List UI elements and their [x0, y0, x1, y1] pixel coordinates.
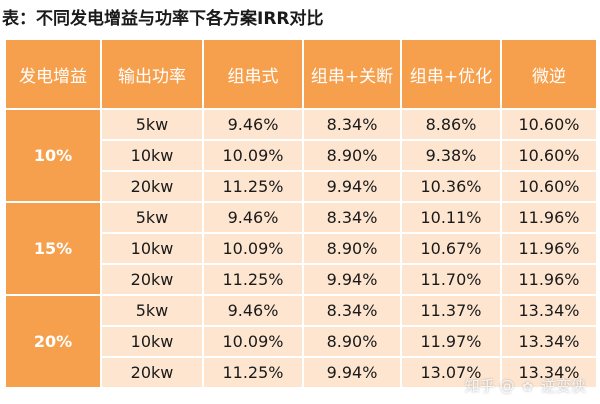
table-row: 20kw 11.25% 9.94% 13.07% 13.34%: [5, 356, 598, 389]
irr-cell: 9.94%: [302, 170, 402, 203]
gain-cell: 10%: [4, 108, 102, 203]
gain-cell: 15%: [4, 201, 102, 296]
power-cell: 10kw: [100, 139, 204, 172]
power-cell: 5kw: [100, 294, 204, 327]
irr-cell: 8.90%: [302, 232, 402, 265]
table-row: 20kw 11.25% 9.94% 11.70% 11.96%: [5, 263, 598, 296]
power-cell: 10kw: [100, 325, 204, 358]
irr-cell: 8.34%: [302, 201, 402, 234]
header-microinverter: 微逆: [500, 38, 598, 110]
irr-cell: 10.09%: [202, 325, 304, 358]
watermark: 知乎 @ ✿ 逆变侠: [465, 375, 586, 396]
irr-cell: 11.37%: [400, 294, 502, 327]
table-row: 10kw 10.09% 8.90% 9.38% 10.60%: [5, 139, 598, 172]
power-cell: 20kw: [100, 170, 204, 203]
gain-cell: 20%: [4, 294, 102, 389]
header-string: 组串式: [202, 38, 304, 110]
table-row: 15% 5kw 9.46% 8.34% 10.11% 11.96%: [4, 201, 598, 296]
irr-cell: 11.97%: [400, 325, 502, 358]
header-power: 输出功率: [100, 38, 204, 110]
power-cell: 20kw: [100, 356, 204, 389]
watermark-author: 逆变侠: [540, 377, 586, 395]
power-cell: 5kw: [100, 201, 204, 234]
table-row: 10kw 10.09% 8.90% 10.67% 11.96%: [5, 232, 598, 265]
table-caption: 表：不同发电增益与功率下各方案IRR对比: [2, 9, 324, 29]
table-row: 10% 5kw 9.46% 8.34% 8.86% 10.60%: [4, 108, 598, 203]
irr-cell: 10.67%: [400, 232, 502, 265]
irr-cell: 8.90%: [302, 325, 402, 358]
irr-cell: 11.96%: [500, 201, 598, 234]
irr-cell: 13.34%: [500, 325, 598, 358]
irr-cell: 10.60%: [500, 139, 598, 172]
irr-cell: 13.07%: [400, 356, 502, 389]
power-cell: 20kw: [100, 263, 204, 296]
irr-cell: 9.46%: [202, 108, 304, 141]
irr-cell: 10.36%: [400, 170, 502, 203]
irr-cell: 11.96%: [500, 232, 598, 265]
irr-cell: 13.34%: [500, 356, 598, 389]
irr-cell: 11.96%: [500, 263, 598, 296]
irr-cell: 11.25%: [202, 170, 304, 203]
irr-cell: 8.86%: [400, 108, 502, 141]
irr-cell: 11.25%: [202, 356, 304, 389]
power-cell: 5kw: [100, 108, 204, 141]
table-row: 20% 5kw 9.46% 8.34% 11.37% 13.34%: [4, 294, 598, 389]
header-row: 发电增益 输出功率 组串式 组串+关断 组串+优化 微逆: [4, 38, 598, 110]
irr-comparison-table: 发电增益 输出功率 组串式 组串+关断 组串+优化 微逆 10% 5kw 9.4…: [4, 38, 598, 389]
irr-cell: 10.60%: [500, 170, 598, 203]
header-string-optimizer: 组串+优化: [400, 38, 502, 110]
irr-cell: 8.90%: [302, 139, 402, 172]
irr-cell: 9.94%: [302, 356, 402, 389]
power-cell: 10kw: [100, 232, 204, 265]
irr-cell: 11.70%: [400, 263, 502, 296]
irr-cell: 9.46%: [202, 294, 304, 327]
irr-cell: 8.34%: [302, 108, 402, 141]
header-string-shutdown: 组串+关断: [302, 38, 402, 110]
irr-cell: 9.46%: [202, 201, 304, 234]
irr-cell: 9.38%: [400, 139, 502, 172]
paw-icon: ✿: [522, 380, 534, 395]
irr-cell: 9.94%: [302, 263, 402, 296]
irr-cell: 8.34%: [302, 294, 402, 327]
irr-cell: 13.34%: [500, 294, 598, 327]
irr-cell: 11.25%: [202, 263, 304, 296]
irr-cell: 10.60%: [500, 108, 598, 141]
header-gain: 发电增益: [4, 38, 102, 110]
irr-cell: 10.09%: [202, 139, 304, 172]
watermark-separator: @: [499, 377, 515, 395]
watermark-site: 知乎: [464, 377, 495, 395]
table-row: 10kw 10.09% 8.90% 11.97% 13.34%: [5, 325, 598, 358]
irr-cell: 10.11%: [400, 201, 502, 234]
table-row: 20kw 11.25% 9.94% 10.36% 10.60%: [5, 170, 598, 203]
irr-cell: 10.09%: [202, 232, 304, 265]
